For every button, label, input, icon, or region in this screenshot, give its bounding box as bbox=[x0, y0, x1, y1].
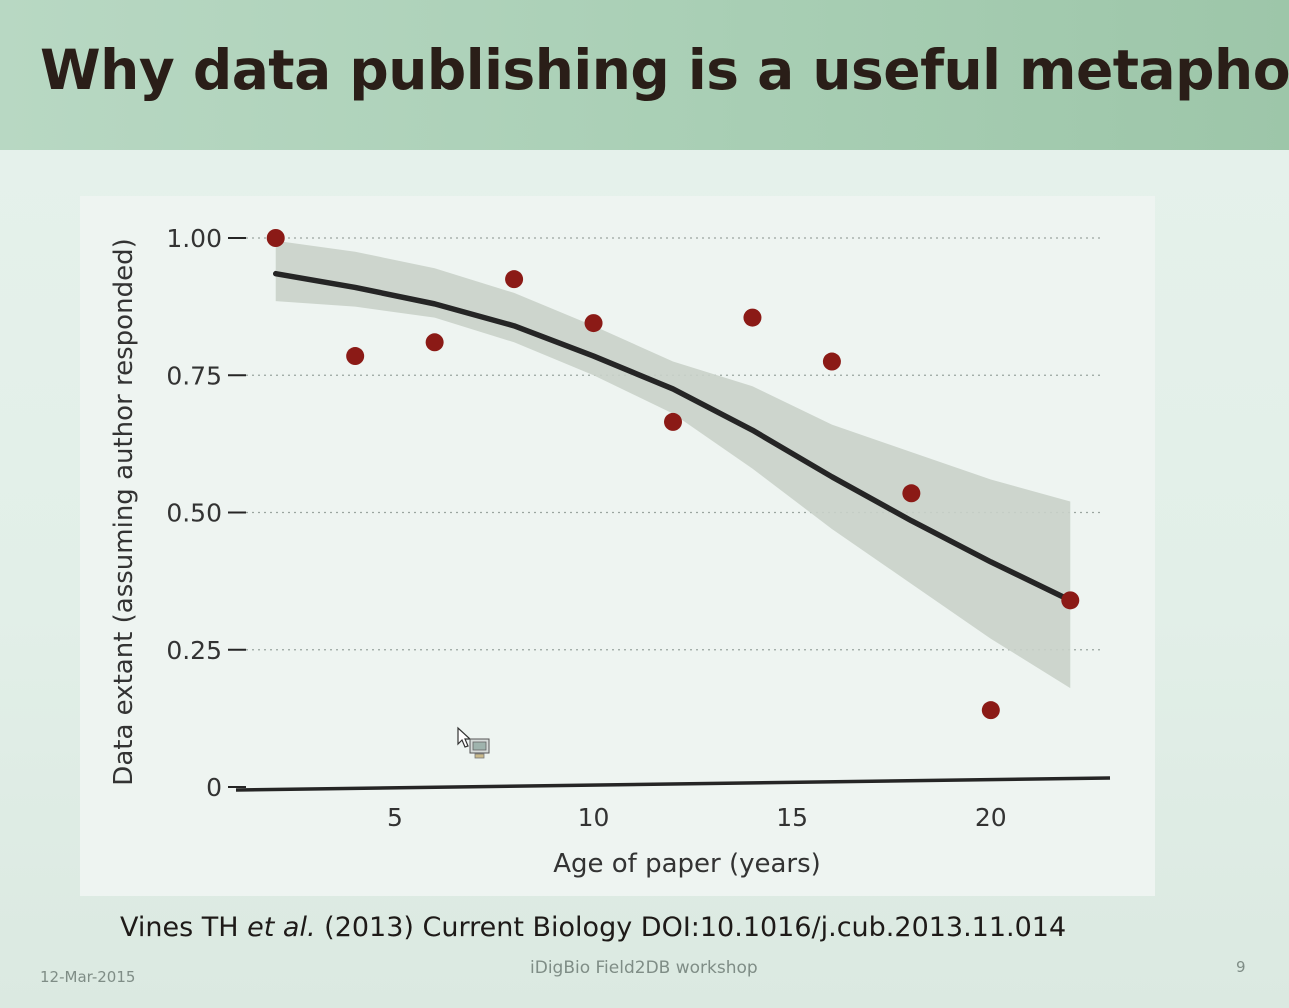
data-point-1 bbox=[346, 347, 365, 366]
mouse-pointer-icon bbox=[456, 726, 496, 770]
gridlines bbox=[228, 237, 1100, 788]
y-tick-label-2: 0.50 bbox=[166, 499, 222, 528]
y-tick-label-0: 0 bbox=[206, 773, 222, 802]
citation-authors: Vines TH bbox=[120, 912, 239, 943]
data-point-7 bbox=[822, 352, 841, 371]
confidence-band bbox=[275, 240, 1071, 689]
fit-line-layer bbox=[272, 270, 1074, 604]
data-point-0 bbox=[266, 229, 285, 247]
citation: Vines TH et al. (2013) Current Biology D… bbox=[120, 912, 1066, 943]
fit-line bbox=[272, 270, 1074, 604]
data-point-9 bbox=[981, 701, 1000, 720]
footer-event: iDigBio Field2DB workshop bbox=[530, 958, 758, 978]
confidence-band-layer bbox=[275, 240, 1071, 689]
data-point-5 bbox=[664, 412, 682, 431]
y-tick-label-4: 1.00 bbox=[166, 224, 222, 253]
footer-page-number: 9 bbox=[1236, 958, 1246, 976]
y-axis-title: Data extant (assuming author responded) bbox=[109, 238, 139, 785]
data-point-8 bbox=[902, 484, 921, 503]
data-point-10 bbox=[1061, 591, 1080, 610]
x-axis-line bbox=[235, 776, 1111, 792]
citation-etal: et al. bbox=[247, 912, 316, 943]
data-point-2 bbox=[425, 333, 444, 352]
citation-source: (2013) Current Biology DOI:10.1016/j.cub… bbox=[324, 912, 1067, 943]
data-point-4 bbox=[584, 314, 603, 333]
data-point-3 bbox=[505, 270, 524, 289]
slide-title: Why data publishing is a useful metaphor bbox=[40, 38, 1289, 102]
data-point-6 bbox=[743, 308, 762, 327]
x-tick-label-1: 10 bbox=[578, 803, 610, 832]
points-layer bbox=[266, 229, 1080, 720]
x-tick-label-3: 20 bbox=[975, 803, 1007, 832]
y-tick-label-3: 0.75 bbox=[166, 361, 222, 390]
x-tick-label-0: 5 bbox=[387, 803, 403, 832]
labels-layer: Age of paper (years) Data extant (assumi… bbox=[109, 224, 1007, 879]
footer-date: 12-Mar-2015 bbox=[40, 968, 136, 986]
title-band bbox=[0, 0, 1289, 150]
axis-layer bbox=[235, 776, 1111, 792]
y-tick-label-1: 0.25 bbox=[166, 636, 222, 665]
x-axis-title: Age of paper (years) bbox=[553, 849, 821, 879]
x-tick-label-2: 15 bbox=[776, 803, 808, 832]
